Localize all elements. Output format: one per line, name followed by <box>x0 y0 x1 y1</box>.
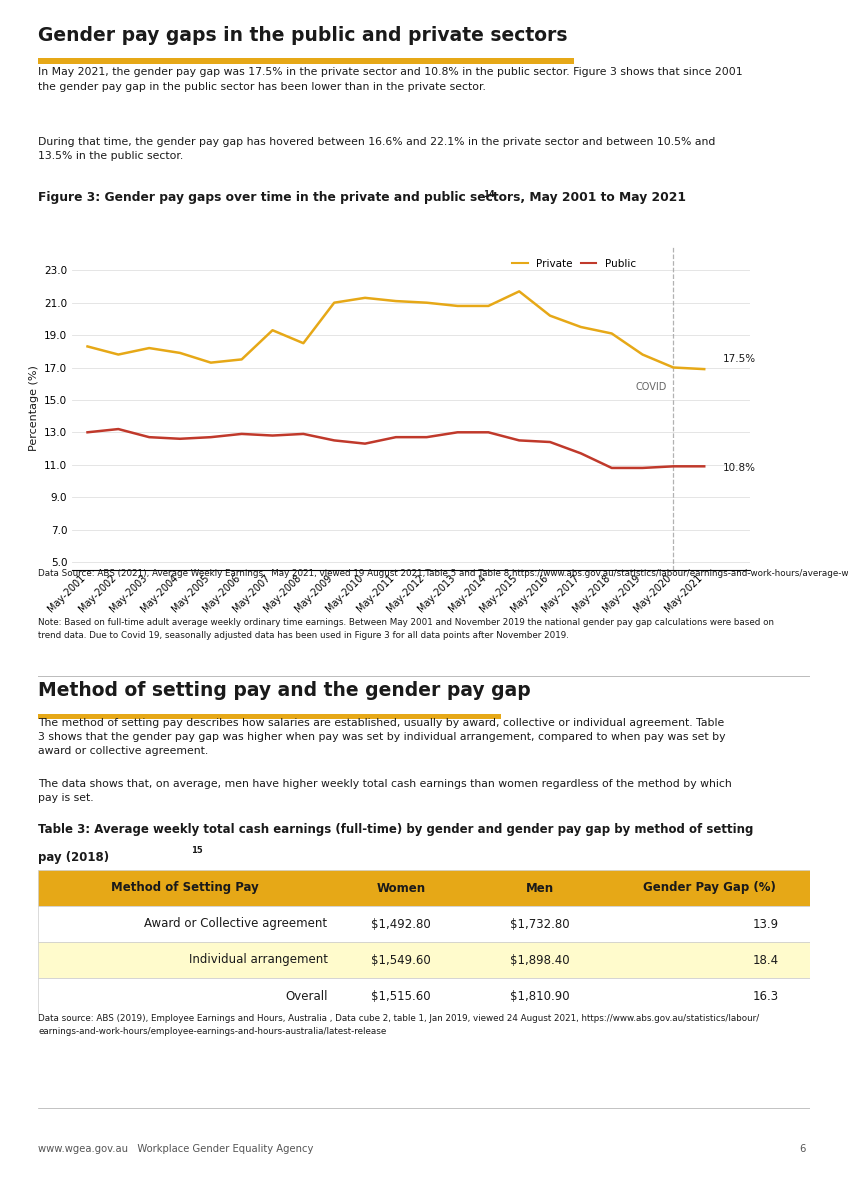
Text: Men: Men <box>526 882 554 894</box>
Text: 13.9: 13.9 <box>753 918 779 930</box>
Text: $1,515.60: $1,515.60 <box>371 990 431 1002</box>
Text: 18.4: 18.4 <box>753 954 779 966</box>
Text: Overall: Overall <box>285 990 327 1002</box>
Text: Individual arrangement: Individual arrangement <box>188 954 327 966</box>
Text: In May 2021, the gender pay gap was 17.5% in the private sector and 10.8% in the: In May 2021, the gender pay gap was 17.5… <box>38 67 743 91</box>
Text: $1,898.40: $1,898.40 <box>510 954 570 966</box>
Text: Data Source: ABS (2021), Average Weekly Earnings,  May 2021, viewed 19 August 20: Data Source: ABS (2021), Average Weekly … <box>38 569 848 577</box>
Text: COVID: COVID <box>636 382 667 391</box>
Text: Gender Pay Gap (%): Gender Pay Gap (%) <box>643 882 776 894</box>
Text: 16.3: 16.3 <box>753 990 779 1002</box>
Bar <box>38 978 810 1014</box>
Text: $1,732.80: $1,732.80 <box>510 918 570 930</box>
Text: $1,810.90: $1,810.90 <box>510 990 570 1002</box>
Text: 17.5%: 17.5% <box>722 354 756 365</box>
Text: Note: Based on full-time adult average weekly ordinary time earnings. Between Ma: Note: Based on full-time adult average w… <box>38 618 774 640</box>
Text: pay (2018): pay (2018) <box>38 851 109 864</box>
Text: Table 3: Average weekly total cash earnings (full-time) by gender and gender pay: Table 3: Average weekly total cash earni… <box>38 823 754 836</box>
Text: www.wgea.gov.au   Workplace Gender Equality Agency: www.wgea.gov.au Workplace Gender Equalit… <box>38 1144 314 1154</box>
Text: 6: 6 <box>799 1144 806 1154</box>
Text: $1,549.60: $1,549.60 <box>371 954 431 966</box>
Text: Method of setting pay and the gender pay gap: Method of setting pay and the gender pay… <box>38 682 531 701</box>
Bar <box>38 906 810 942</box>
Bar <box>38 942 810 978</box>
Text: The method of setting pay describes how salaries are established, usually by awa: The method of setting pay describes how … <box>38 718 726 756</box>
Text: Data source: ABS (2019), Employee Earnings and Hours, Australia , Data cube 2, t: Data source: ABS (2019), Employee Earnin… <box>38 1014 760 1036</box>
Text: The data shows that, on average, men have higher weekly total cash earnings than: The data shows that, on average, men hav… <box>38 779 732 803</box>
Text: Figure 3: Gender pay gaps over time in the private and public sectors, May 2001 : Figure 3: Gender pay gaps over time in t… <box>38 191 686 204</box>
Text: Gender pay gaps in the public and private sectors: Gender pay gaps in the public and privat… <box>38 26 567 46</box>
Legend: Private, Public: Private, Public <box>508 254 640 272</box>
Text: Method of Setting Pay: Method of Setting Pay <box>111 882 259 894</box>
Text: Award or Collective agreement: Award or Collective agreement <box>144 918 327 930</box>
Text: 14: 14 <box>483 190 495 198</box>
Bar <box>38 714 501 719</box>
Text: Women: Women <box>377 882 426 894</box>
Text: 10.8%: 10.8% <box>722 463 756 473</box>
Y-axis label: Percentage (%): Percentage (%) <box>29 365 38 451</box>
Text: 15: 15 <box>191 846 203 856</box>
Text: During that time, the gender pay gap has hovered between 16.6% and 22.1% in the : During that time, the gender pay gap has… <box>38 137 716 161</box>
Bar <box>38 870 810 906</box>
Text: $1,492.80: $1,492.80 <box>371 918 431 930</box>
Bar <box>38 59 574 64</box>
